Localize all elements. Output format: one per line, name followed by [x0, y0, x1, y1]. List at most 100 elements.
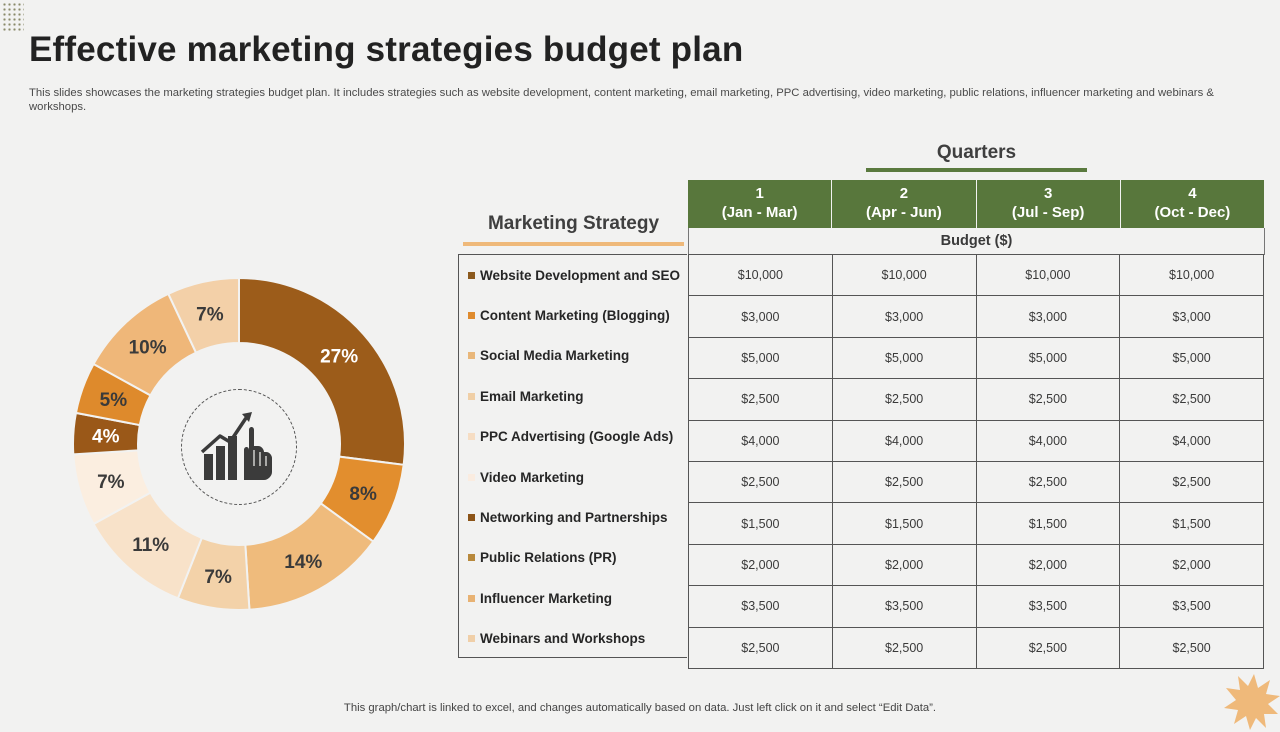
strategy-label: Influencer Marketing: [480, 590, 613, 606]
donut-slice-label: 5%: [100, 390, 128, 411]
legend-swatch: [468, 594, 475, 602]
strategy-label: Website Development and SEO: [480, 267, 681, 283]
budget-cell: $2,500: [975, 626, 1121, 669]
donut-slice-label: 14%: [284, 552, 322, 573]
donut-slice-label: 27%: [320, 347, 358, 368]
budget-cell: $1,500: [1119, 502, 1264, 545]
budget-cell: $3,500: [831, 585, 977, 628]
legend-swatch: [468, 352, 475, 360]
budget-cell: $1,500: [831, 502, 977, 545]
budget-cell: $2,000: [688, 543, 833, 587]
budget-cell: $4,000: [975, 419, 1121, 462]
budget-cell: $5,000: [1119, 336, 1264, 380]
budget-cell: $2,500: [1119, 626, 1264, 669]
strategy-row: Content Marketing (Blogging): [459, 295, 670, 335]
budget-cell: $2,500: [688, 378, 833, 421]
starburst-icon: [1224, 674, 1280, 730]
budget-cell: $1,500: [975, 502, 1121, 545]
budget-cell: $3,500: [1119, 585, 1264, 628]
table-row: $2,000 $2,000 $2,000 $2,000: [688, 543, 1264, 587]
strategy-label-column: Website Development and SEO Content Marke…: [458, 254, 687, 658]
budget-cell: $4,000: [1119, 419, 1264, 462]
table-row: $2,500 $2,500 $2,500 $2,500: [688, 378, 1264, 421]
quarters-underline: [866, 168, 1087, 172]
table-row: $2,500 $2,500 $2,500 $2,500: [688, 460, 1264, 504]
footer-note: This graph/chart is linked to excel, and…: [343, 702, 937, 714]
strategy-label: PPC Advertising (Google Ads): [480, 429, 674, 445]
donut-slice-label: 11%: [132, 535, 169, 556]
table-row: $2,500 $2,500 $2,500 $2,500: [688, 626, 1264, 669]
table-row: $1,500 $1,500 $1,500 $1,500: [688, 502, 1264, 545]
budget-cell: $2,500: [975, 378, 1121, 421]
quarter-header-2: 2 (Apr - Jun): [832, 180, 977, 228]
strategy-row: PPC Advertising (Google Ads): [459, 417, 673, 457]
budget-cell: $2,500: [831, 460, 977, 504]
quarter-number: 2: [899, 185, 909, 202]
table-row: $3,000 $3,000 $3,000 $3,000: [688, 295, 1264, 338]
budget-cell: $2,500: [831, 626, 977, 669]
legend-swatch: [468, 392, 475, 400]
strategy-heading: Marketing Strategy: [487, 213, 660, 234]
strategy-row: Influencer Marketing: [459, 578, 612, 618]
quarter-header-1: 1 (Jan - Mar): [688, 180, 833, 228]
strategy-label: Public Relations (PR): [480, 550, 617, 566]
strategy-row: Email Marketing: [459, 376, 584, 416]
budget-cell: $3,500: [688, 585, 833, 628]
budget-cell: $10,000: [688, 253, 833, 297]
legend-swatch: [468, 473, 475, 481]
quarter-number: 3: [1043, 185, 1053, 202]
quarter-header-3: 3 (Jul - Sep): [976, 180, 1121, 228]
legend-swatch: [468, 514, 475, 522]
budget-cell: $4,000: [831, 419, 977, 462]
quarter-number: 4: [1188, 185, 1197, 202]
donut-slice[interactable]: [166, 276, 240, 354]
strategy-label: Social Media Marketing: [480, 348, 630, 364]
budget-label-row: Budget ($): [688, 228, 1265, 255]
budget-cell: $2,000: [975, 543, 1121, 587]
budget-cell: $5,000: [975, 336, 1121, 380]
budget-cell: $2,000: [831, 543, 977, 587]
donut-slice-label: 8%: [349, 484, 377, 505]
budget-table: $10,000 $10,000 $10,000 $10,000 $3,000 $3,000…: [688, 253, 1264, 669]
donut-slice-label: 4%: [92, 427, 120, 448]
legend-swatch: [468, 433, 475, 441]
donut-slice[interactable]: [238, 276, 406, 466]
budget-cell: $3,000: [975, 295, 1121, 338]
legend-swatch: [468, 554, 475, 562]
donut-slice-label: 7%: [196, 305, 224, 326]
strategy-label: Video Marketing: [480, 469, 585, 485]
budget-cell: $2,000: [1119, 543, 1264, 587]
dot-grid-icon: [2, 2, 24, 32]
strategy-row: Webinars and Workshops: [459, 619, 645, 659]
quarters-heading: Quarters: [936, 142, 1017, 163]
donut-chart[interactable]: 27% 8% 14% 7% 11% 7% 4% 5% 10% 7%: [0, 260, 470, 640]
strategy-row: Video Marketing: [459, 457, 584, 497]
quarter-range: (Jul - Sep): [1011, 204, 1085, 221]
strategy-row: Networking and Partnerships: [459, 497, 668, 537]
budget-cell: $3,000: [831, 295, 977, 338]
quarter-header-row: 1 (Jan - Mar) 2 (Apr - Jun) 3 (Jul - Sep…: [688, 180, 1264, 228]
legend-swatch: [468, 312, 475, 320]
donut-slice-label: 7%: [204, 567, 232, 588]
growth-chart-hand-icon: [200, 412, 272, 480]
budget-cell: $10,000: [1119, 253, 1264, 297]
table-row: $4,000 $4,000 $4,000 $4,000: [688, 419, 1264, 462]
quarter-number: 1: [755, 185, 764, 202]
budget-cell: $1,500: [688, 502, 833, 545]
budget-cell: $3,000: [688, 295, 833, 338]
donut-slice-label: 10%: [129, 338, 167, 359]
budget-cell: $2,500: [975, 460, 1121, 504]
quarter-header-4: 4 (Oct - Dec): [1120, 180, 1264, 228]
center-dashed-circle: [181, 389, 297, 505]
legend-swatch: [468, 271, 475, 279]
table-row: $10,000 $10,000 $10,000 $10,000: [688, 253, 1264, 297]
budget-cell: $2,500: [688, 626, 833, 669]
budget-cell: $2,500: [1119, 378, 1264, 421]
budget-cell: $5,000: [831, 336, 977, 380]
table-row: $3,500 $3,500 $3,500 $3,500: [688, 585, 1264, 628]
budget-cell: $2,500: [688, 460, 833, 504]
budget-cell: $4,000: [688, 419, 833, 462]
quarter-range: (Apr - Jun): [865, 204, 942, 221]
strategy-label: Webinars and Workshops: [480, 631, 646, 647]
donut-slice-label: 7%: [97, 472, 125, 493]
